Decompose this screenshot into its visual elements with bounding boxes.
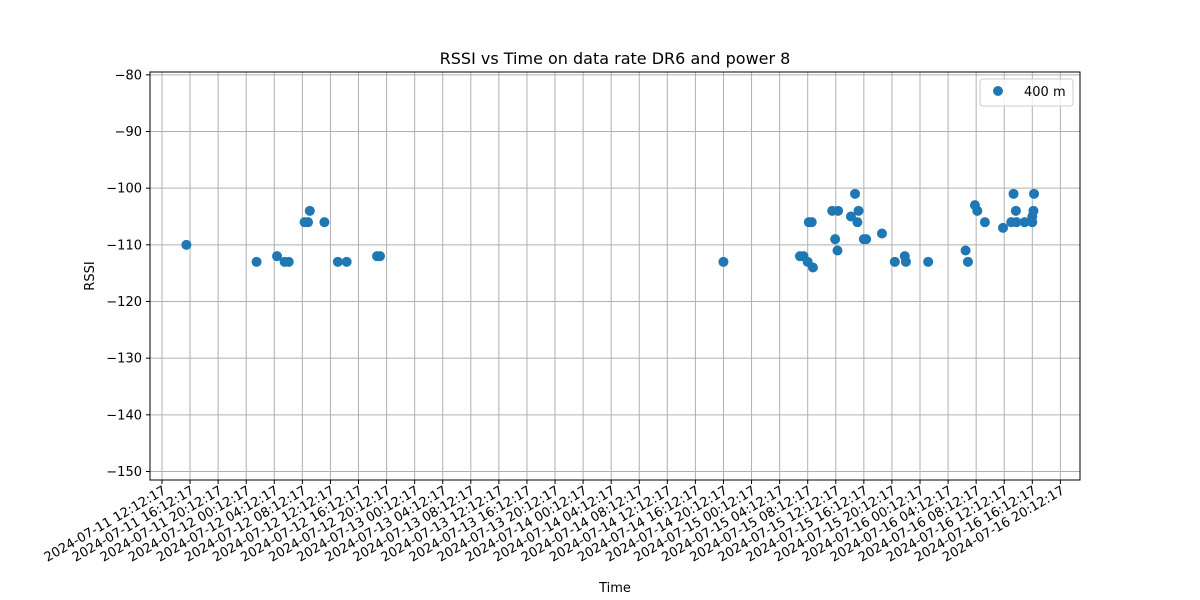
x-axis-label: Time — [598, 581, 631, 596]
data-point — [962, 256, 973, 267]
data-point — [718, 256, 729, 267]
data-point — [181, 239, 192, 250]
data-point — [998, 222, 1009, 233]
data-point — [304, 205, 315, 216]
data-point — [845, 211, 856, 222]
data-point — [853, 205, 864, 216]
y-tick-label: −110 — [106, 238, 142, 253]
data-point — [972, 205, 983, 216]
data-point — [830, 234, 841, 245]
data-point — [1011, 217, 1022, 228]
data-point — [1008, 188, 1019, 199]
data-point — [1028, 205, 1039, 216]
data-point — [852, 217, 863, 228]
y-tick-label: −150 — [106, 465, 142, 480]
y-tick-label: −140 — [106, 408, 142, 423]
y-tick-label: −120 — [106, 295, 142, 310]
data-point — [283, 256, 294, 267]
data-point — [923, 256, 934, 267]
data-point — [332, 256, 343, 267]
data-point — [833, 205, 844, 216]
data-point — [806, 217, 817, 228]
data-points — [181, 188, 1040, 273]
data-point — [979, 217, 990, 228]
data-point — [960, 245, 971, 256]
data-point — [850, 188, 861, 199]
y-tick-label: −130 — [106, 352, 142, 367]
data-point — [900, 256, 911, 267]
data-point — [374, 251, 385, 262]
legend-marker — [993, 86, 1003, 96]
chart-title: RSSI vs Time on data rate DR6 and power … — [440, 49, 791, 68]
legend-label: 400 m — [1024, 85, 1066, 100]
data-point — [1019, 217, 1030, 228]
grid-lines — [150, 72, 1080, 480]
plot-frame — [149, 71, 1081, 481]
data-point — [876, 228, 887, 239]
legend-box — [979, 78, 1074, 107]
data-point — [807, 262, 818, 273]
data-point — [861, 234, 872, 245]
data-point — [251, 256, 262, 267]
data-point — [341, 256, 352, 267]
y-tick-label: −100 — [106, 182, 142, 197]
data-point — [1029, 188, 1040, 199]
data-point — [303, 217, 314, 228]
data-point — [889, 256, 900, 267]
data-point — [1010, 205, 1021, 216]
y-tick-label: −90 — [115, 125, 142, 140]
data-point — [319, 217, 330, 228]
data-point — [272, 251, 283, 262]
y-axis-label: RSSI — [83, 261, 98, 290]
data-point — [832, 245, 843, 256]
legend: 400 m — [979, 78, 1074, 107]
y-tick-label: −80 — [115, 68, 142, 83]
